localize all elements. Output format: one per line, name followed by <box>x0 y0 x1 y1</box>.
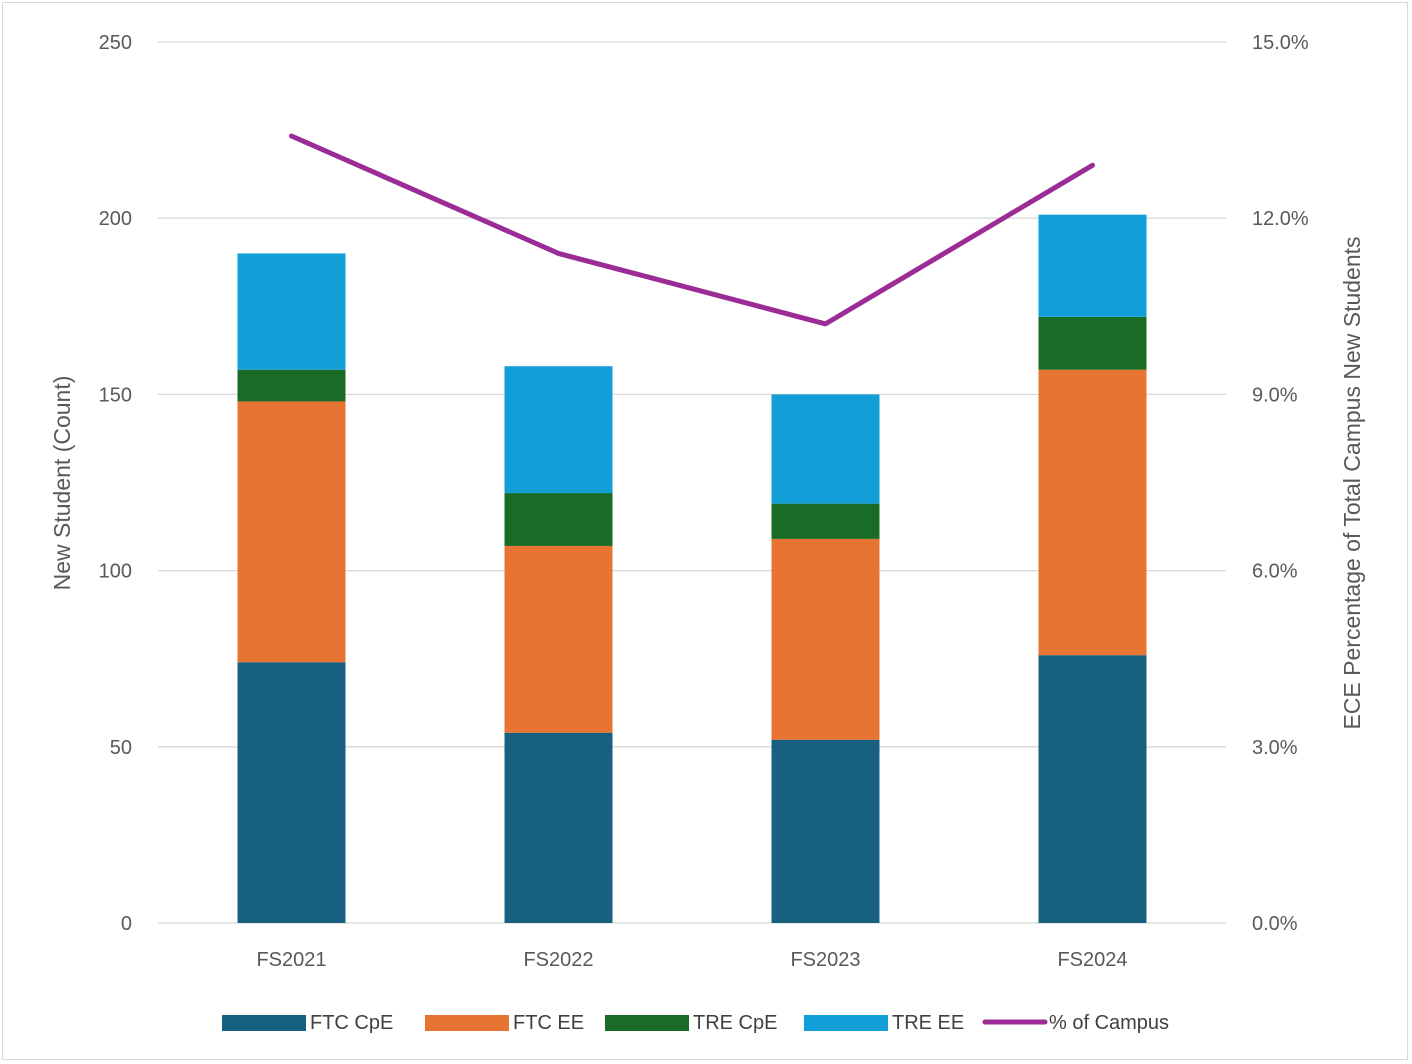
percent-line <box>289 133 1095 327</box>
y2-tick-label: 12.0% <box>1252 208 1309 230</box>
y-tick-label: 0 <box>121 913 132 935</box>
y-tick-label: 100 <box>99 561 132 583</box>
bar-segment <box>504 545 613 733</box>
y-axis-title: New Student (Count) <box>49 376 75 591</box>
x-tick-label: FS2023 <box>790 949 860 971</box>
bar-segment <box>1038 655 1147 923</box>
bars <box>237 214 1147 923</box>
bar-segment <box>237 369 346 402</box>
right-axis-ticks: 0.0% 3.0% 6.0% 9.0% 12.0% 15.0% <box>1252 32 1309 935</box>
y-tick-label: 50 <box>110 737 132 759</box>
legend-swatch <box>605 1015 689 1031</box>
x-tick-label: FS2022 <box>523 949 593 971</box>
bar-segment <box>237 662 346 923</box>
bar-segment <box>771 538 880 740</box>
x-tick-label: FS2024 <box>1057 949 1127 971</box>
left-axis-ticks: 0 50 100 150 200 250 <box>99 32 132 935</box>
bar-segment <box>237 401 346 663</box>
bar-segment <box>1038 316 1147 370</box>
legend-swatch <box>222 1015 306 1031</box>
bar-segment <box>504 732 613 923</box>
bar-segment <box>504 493 613 546</box>
legend-label: FTC EE <box>513 1012 584 1034</box>
bar-segment <box>504 366 613 494</box>
bar-segment <box>771 739 880 923</box>
legend-label: % of Campus <box>1049 1012 1169 1034</box>
bar-segment <box>1038 214 1147 317</box>
bar-segment <box>237 253 346 370</box>
legend-swatch <box>804 1015 888 1031</box>
percent-line-path <box>289 133 1095 327</box>
bar-segment <box>1038 369 1147 656</box>
bar-segment <box>771 394 880 504</box>
y-tick-label: 200 <box>99 208 132 230</box>
y2-axis-title: ECE Percentage of Total Campus New Stude… <box>1339 236 1365 729</box>
bar-segment <box>771 503 880 539</box>
y-tick-label: 250 <box>99 32 132 54</box>
y-tick-label: 150 <box>99 384 132 406</box>
y2-tick-label: 3.0% <box>1252 737 1298 759</box>
legend-label: FTC CpE <box>310 1012 393 1034</box>
y2-tick-label: 6.0% <box>1252 561 1298 583</box>
legend: FTC CpE FTC EE TRE CpE TRE EE % of Campus <box>222 1012 1169 1034</box>
legend-label: TRE EE <box>892 1012 964 1034</box>
x-tick-label: FS2021 <box>256 949 326 971</box>
y2-tick-label: 15.0% <box>1252 32 1309 54</box>
category-axis-ticks: FS2021 FS2022 FS2023 FS2024 <box>256 949 1127 971</box>
y2-tick-label: 0.0% <box>1252 913 1298 935</box>
legend-label: TRE CpE <box>693 1012 777 1034</box>
y2-tick-label: 9.0% <box>1252 384 1298 406</box>
legend-swatch <box>425 1015 509 1031</box>
